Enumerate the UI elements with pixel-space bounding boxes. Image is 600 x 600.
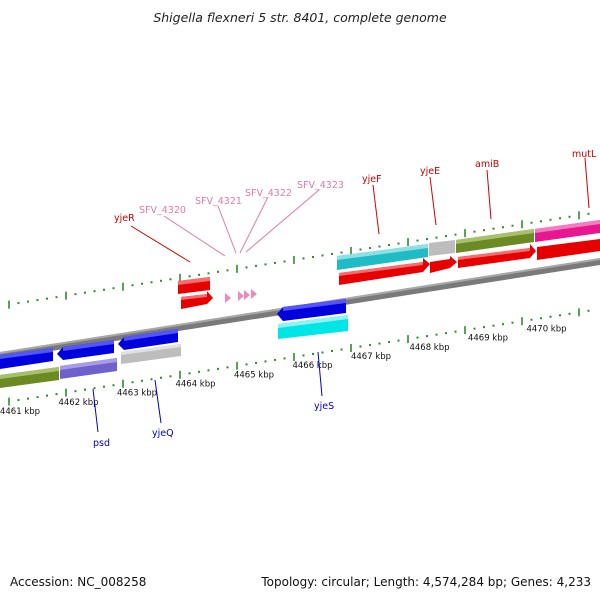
ruler-label: 4463 kbp bbox=[117, 389, 157, 399]
accession-text: Accession: NC_008258 bbox=[10, 575, 147, 589]
gene-label-yjeE: yjeE bbox=[420, 166, 440, 177]
tick-row-bottom bbox=[8, 308, 590, 406]
ruler-label: 4468 kbp bbox=[409, 343, 449, 353]
ruler-label: 4461 kbp bbox=[0, 407, 40, 417]
gene-label-yjeF: yjeF bbox=[362, 174, 382, 185]
gene-labels: yjeR SFV_4320 SFV_4321 SFV_4322 SFV_4323… bbox=[93, 149, 597, 449]
ruler-label: 4469 kbp bbox=[468, 334, 508, 344]
feature-arrow-4[interactable] bbox=[537, 239, 600, 260]
topology-text: Topology: circular; Length: 4,574,284 bp… bbox=[261, 575, 591, 589]
ruler-label: 4466 kbp bbox=[292, 361, 332, 371]
gene-label-yjeS: yjeS bbox=[314, 401, 334, 412]
gene-label-psd: psd bbox=[93, 438, 110, 449]
feature-SFV_4320[interactable] bbox=[225, 293, 231, 303]
ruler-label: 4465 kbp bbox=[234, 370, 274, 380]
gene-leaders bbox=[92, 157, 590, 433]
ruler-label: 4470 kbp bbox=[526, 325, 566, 335]
tick-row-top bbox=[8, 211, 590, 309]
feature-SFV_4323[interactable] bbox=[251, 289, 257, 299]
gene-label-SFV_4323: SFV_4323 bbox=[297, 180, 344, 191]
ruler-label: 4467 kbp bbox=[351, 352, 391, 362]
gene-label-SFV_4322: SFV_4322 bbox=[245, 188, 292, 199]
gene-label-yjeR: yjeR bbox=[114, 213, 135, 224]
ruler-label: 4462 kbp bbox=[58, 398, 98, 408]
gene-label-mutL: mutL bbox=[572, 149, 597, 160]
feature-SFV_4321[interactable] bbox=[238, 291, 244, 301]
feature-yjeE[interactable] bbox=[429, 240, 455, 256]
features-reverse bbox=[0, 299, 348, 388]
gene-label-amiB: amiB bbox=[475, 159, 499, 170]
ruler-label: 4464 kbp bbox=[175, 380, 215, 390]
gene-label-SFV_4320: SFV_4320 bbox=[139, 205, 186, 216]
gene-label-yjeQ: yjeQ bbox=[152, 428, 174, 439]
feature-SFV_4322[interactable] bbox=[244, 290, 250, 300]
ruler-labels: 4461 kbp 4462 kbp 4463 kbp 4464 kbp 4465 kbp… bbox=[0, 325, 567, 417]
map-title: Shigella flexneri 5 str. 8401, complete … bbox=[153, 10, 447, 25]
feature-yjeR-2[interactable] bbox=[181, 291, 213, 309]
gene-label-SFV_4321: SFV_4321 bbox=[195, 196, 242, 207]
feature-arrow-2[interactable] bbox=[430, 256, 457, 273]
features-forward bbox=[178, 220, 600, 309]
